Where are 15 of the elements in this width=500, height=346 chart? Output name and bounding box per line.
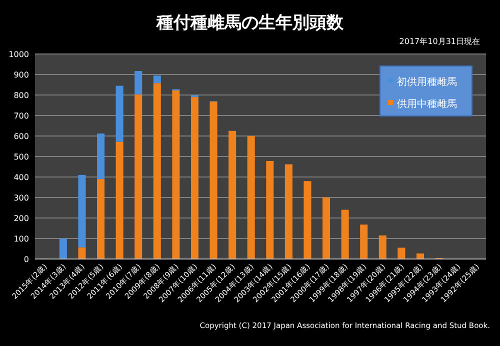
y-tick-label: 900 — [14, 70, 29, 80]
y-tick-label: 200 — [14, 214, 29, 223]
y-tick-label: 0 — [24, 255, 29, 264]
y-tick-label: 100 — [14, 234, 29, 244]
text: 2017年10月31日現在 — [399, 37, 480, 46]
y-tick-label: 700 — [14, 112, 29, 120]
y-tick-label: 800 — [14, 91, 29, 100]
legend-label: 初供用種雌馬 — [397, 76, 457, 88]
y-tick-label: 1000 — [8, 50, 29, 59]
chart-title: 種付種雌馬の生年別頭数 — [156, 13, 344, 33]
legend-label: 供用中種雌馬 — [397, 98, 457, 110]
y-tick-label: 500 — [14, 152, 29, 162]
y-tick-label: 600 — [14, 132, 29, 141]
y-tick-label: 300 — [14, 194, 29, 202]
y-tick-label: 400 — [14, 173, 29, 182]
